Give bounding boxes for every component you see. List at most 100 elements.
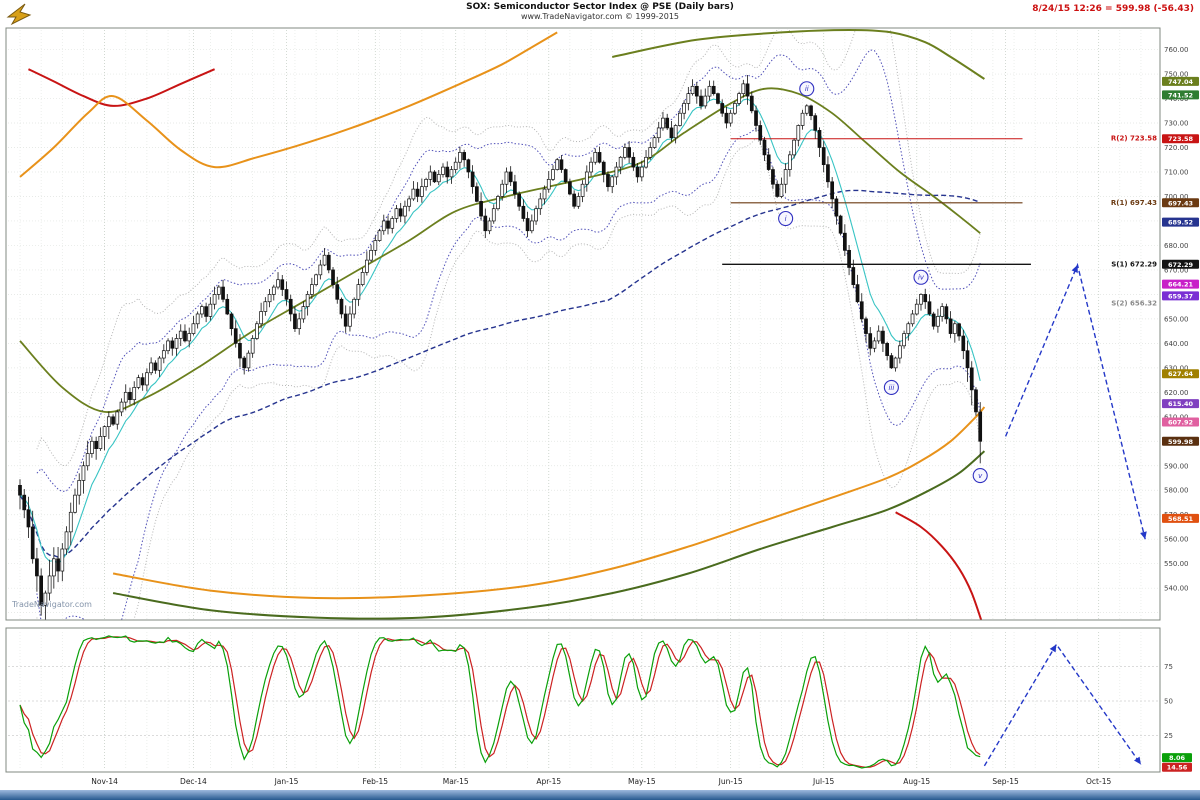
axis-badge [1162, 291, 1199, 301]
axis-badge [1162, 259, 1199, 269]
axis-badge-value: 615.40 [1168, 400, 1194, 408]
axis-badge-value: 741.52 [1168, 91, 1193, 99]
x-axis-label: Mar-15 [443, 777, 469, 786]
axis-badge-value: 659.37 [1168, 292, 1193, 300]
price-tick-label: 640.00 [1164, 340, 1189, 348]
price-tick-label: 620.00 [1164, 389, 1189, 397]
stoch-k-line [19, 635, 981, 769]
x-axis-label: Apr-15 [536, 777, 561, 786]
lower-band-orange [112, 406, 986, 600]
axis-badge [1162, 76, 1199, 86]
upper-band-orange [19, 31, 558, 178]
grid [8, 30, 1160, 770]
wave-circle [799, 81, 815, 97]
overlay-bands [19, 29, 986, 620]
axis-badge [1162, 417, 1199, 427]
wave-text: ii [805, 85, 809, 93]
price-tick-label: 590.00 [1164, 462, 1189, 470]
price-tick-label: 730.00 [1164, 120, 1189, 128]
axis-badge [1162, 90, 1199, 100]
wave-text: i [785, 215, 787, 223]
stoch-badge-value: 8.06 [1169, 754, 1186, 762]
axis-badge-value: 607.92 [1168, 418, 1193, 426]
wave-text: iv [918, 274, 925, 282]
price-tick-label: 680.00 [1164, 242, 1189, 250]
x-axis-label: Sep-15 [992, 777, 1019, 786]
level-label: R(2) 723.58 [1111, 135, 1157, 143]
axis-badge-value: 568.51 [1168, 515, 1194, 523]
wave-text: iii [888, 384, 894, 392]
upper-band-red-left [28, 68, 215, 107]
axis-badge-value: 747.04 [1168, 78, 1194, 86]
price-tick-label: 630.00 [1164, 364, 1189, 372]
axis-badge-value: 664.21 [1168, 281, 1194, 289]
price-tick-label: 550.00 [1164, 560, 1189, 568]
price-axis: 540.00550.00560.00570.00580.00590.00600.… [1162, 46, 1199, 593]
price-tick-label: 720.00 [1164, 144, 1189, 152]
wave-circle [778, 210, 794, 227]
wave-circle [972, 468, 988, 484]
stoch-axis: 75 50 25 8.06 14.56 [1162, 663, 1192, 772]
levels: R(2) 723.58 R(1) 697.43 S(1) 672.29 S(2) 65… [722, 135, 1157, 307]
x-axis-label: May-15 [628, 777, 656, 786]
stoch-d-line [19, 636, 981, 768]
x-axis: Nov-14 Dec-14 Jan-15 Feb-15 Mar-15 Apr-15 May-… [91, 777, 1111, 786]
axis-badge [1162, 279, 1199, 289]
candles [18, 75, 983, 620]
price-tick-label: 650.00 [1164, 315, 1189, 323]
axis-badge-value: 689.52 [1168, 219, 1193, 227]
stochastic [19, 635, 981, 769]
price-tick-label: 760.00 [1164, 46, 1189, 54]
price-tick-label: 670.00 [1164, 266, 1189, 274]
price-tick-label: 560.00 [1164, 536, 1189, 544]
x-axis-label: Jan-15 [274, 777, 299, 786]
level-label: S(2) 656.32 [1111, 299, 1157, 307]
axis-badge [1162, 134, 1199, 144]
x-axis-label: Oct-15 [1086, 777, 1111, 786]
stoch-tick-label: 25 [1164, 732, 1173, 740]
axis-badge-value: 627.64 [1168, 370, 1194, 378]
level-label: S(1) 672.29 [1111, 260, 1157, 268]
bottom-strip [0, 790, 1200, 800]
upper-band-olive-right [612, 29, 985, 80]
indicator-bands [19, 29, 981, 620]
stoch-tick-label: 50 [1164, 698, 1173, 706]
axis-badge [1162, 198, 1199, 208]
wave-circle [883, 379, 899, 395]
price-tick-label: 610.00 [1164, 413, 1189, 421]
price-tick-label: 700.00 [1164, 193, 1189, 201]
stoch-badge [1162, 753, 1192, 763]
level-label: R(1) 697.43 [1111, 199, 1157, 207]
axis-badge-value: 672.29 [1168, 261, 1194, 269]
axis-badge [1162, 513, 1199, 523]
watermark: TradeNavigator.com [12, 600, 92, 609]
stoch-tick-label: 75 [1164, 663, 1173, 671]
axis-badge-value: 697.43 [1168, 199, 1193, 207]
price-tick-label: 540.00 [1164, 585, 1189, 593]
x-axis-label: Feb-15 [363, 777, 389, 786]
axis-badge [1162, 436, 1199, 446]
wave-circle [913, 269, 929, 285]
axis-badge [1162, 217, 1199, 227]
lower-band-red-right [895, 511, 983, 620]
frames [0, 27, 1200, 800]
wave-text: v [978, 472, 983, 480]
x-axis-label: Nov-14 [91, 777, 118, 786]
x-axis-label: Jun-15 [718, 777, 743, 786]
mid-band-olive [19, 87, 981, 413]
lower-band-green [112, 450, 986, 620]
axis-badge-value: 599.98 [1168, 438, 1194, 446]
axis-badge [1162, 369, 1199, 379]
price-tick-label: 710.00 [1164, 168, 1189, 176]
x-axis-label: Jul-15 [812, 777, 835, 786]
price-tick-label: 580.00 [1164, 487, 1189, 495]
forecast-arrows [983, 262, 1147, 767]
x-axis-label: Aug-15 [903, 777, 930, 786]
stoch-badge-value: 14.56 [1167, 764, 1188, 772]
x-axis-label: Dec-14 [180, 777, 207, 786]
axis-badge-value: 723.58 [1168, 135, 1194, 143]
stoch-badge [1162, 762, 1192, 772]
